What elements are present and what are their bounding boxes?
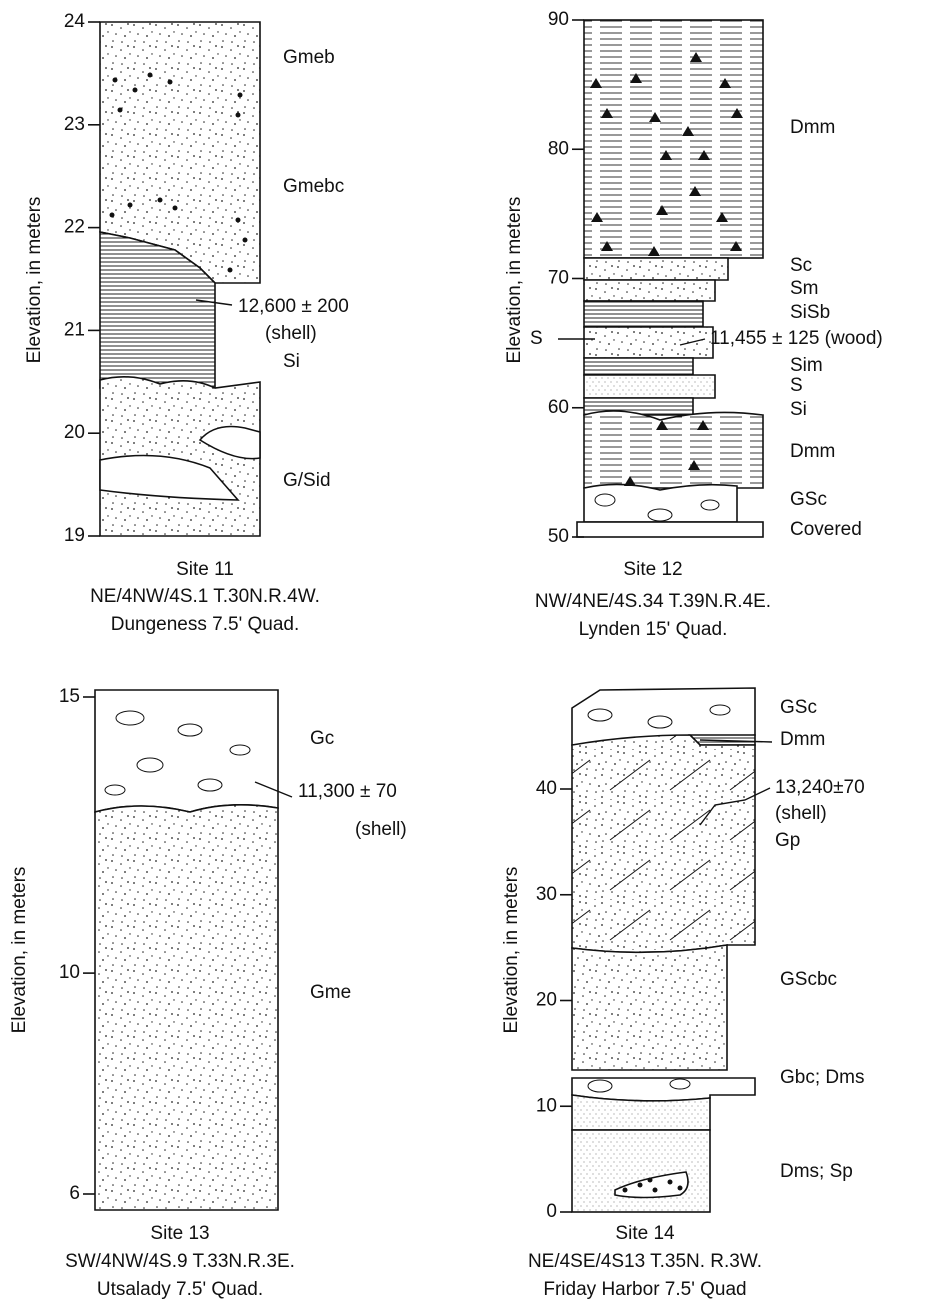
unit-label: GSc bbox=[790, 489, 827, 510]
location-label: NE/4SE/4S13 T.35N. R.3W. bbox=[528, 1251, 762, 1272]
diagram: 24 23 22 21 20 19 90 80 70 60 50 15 10 6 40 30 20 10 0 Ele… bbox=[0, 0, 938, 1301]
tick-label: 90 bbox=[548, 9, 569, 30]
unit-label: S bbox=[790, 375, 803, 396]
tick-label: 20 bbox=[536, 990, 557, 1011]
y-axis-label: Elevation, in meters bbox=[501, 867, 522, 1034]
unit-label: Covered bbox=[790, 519, 862, 540]
tick-label: 24 bbox=[64, 11, 86, 32]
location-label: SW/4NW/4S.9 T.33N.R.3E. bbox=[65, 1251, 295, 1272]
unit-label: Dmm bbox=[790, 117, 835, 138]
tick-label: 70 bbox=[548, 268, 569, 289]
date-label: 13,240±70 bbox=[775, 777, 865, 798]
quad-label: Friday Harbor 7.5' Quad bbox=[543, 1279, 746, 1300]
unit-label: Dmm bbox=[790, 441, 835, 462]
tick-label: 22 bbox=[64, 217, 85, 238]
tick-label: 40 bbox=[536, 778, 557, 799]
tick-label: 60 bbox=[548, 397, 569, 418]
quad-label: Lynden 15' Quad. bbox=[579, 619, 728, 640]
y-axis-label: Elevation, in meters bbox=[504, 197, 525, 364]
tick-label: 23 bbox=[64, 114, 85, 135]
site-label: Site 11 bbox=[176, 559, 234, 580]
date-label: 12,600 ± 200 bbox=[238, 296, 349, 317]
unit-label: Gmeb bbox=[283, 47, 335, 68]
unit-label: Gbc; Dms bbox=[780, 1067, 864, 1088]
unit-label: Dms; Sp bbox=[780, 1161, 853, 1182]
tick-label: 6 bbox=[69, 1183, 80, 1204]
tick-label: 10 bbox=[59, 962, 80, 983]
location-label: NW/4NE/4S.34 T.39N.R.4E. bbox=[535, 591, 771, 612]
site-label: Site 12 bbox=[623, 559, 682, 580]
unit-label: Gmebc bbox=[283, 176, 344, 197]
quad-label: Dungeness 7.5' Quad. bbox=[111, 614, 299, 635]
unit-label: S bbox=[530, 328, 543, 349]
unit-label: Sc bbox=[790, 255, 812, 276]
y-axis-label: Elevation, in meters bbox=[9, 867, 30, 1034]
tick-label: 80 bbox=[548, 138, 569, 159]
tick-label: 10 bbox=[536, 1095, 557, 1116]
unit-label: Sim bbox=[790, 355, 823, 376]
unit-label: Gc bbox=[310, 728, 334, 749]
tick-label: 30 bbox=[536, 884, 557, 905]
unit-label: Gme bbox=[310, 982, 351, 1003]
unit-label: GScbc bbox=[780, 969, 837, 990]
unit-label: G/Sid bbox=[283, 470, 331, 491]
date-label: (shell) bbox=[265, 323, 317, 344]
tick-label: 21 bbox=[64, 319, 85, 340]
date-label: 11,455 ± 125 (wood) bbox=[710, 328, 883, 349]
unit-label: Si bbox=[790, 399, 807, 420]
unit-label: Sm bbox=[790, 278, 819, 299]
unit-label: SiSb bbox=[790, 302, 830, 323]
unit-label: GSc bbox=[780, 697, 817, 718]
tick-label: 20 bbox=[64, 422, 85, 443]
tick-label: 0 bbox=[546, 1201, 557, 1222]
date-label: (shell) bbox=[355, 819, 407, 840]
unit-label: Si bbox=[283, 351, 300, 372]
date-label: (shell) bbox=[775, 803, 827, 824]
tick-label: 50 bbox=[548, 526, 569, 547]
unit-label: Gp bbox=[775, 830, 800, 851]
y-axis-label: Elevation, in meters bbox=[24, 197, 45, 364]
quad-label: Utsalady 7.5' Quad. bbox=[97, 1279, 263, 1300]
site-label: Site 14 bbox=[615, 1223, 675, 1244]
tick-label: 19 bbox=[64, 525, 85, 546]
tick-label: 15 bbox=[59, 686, 80, 707]
site-label: Site 13 bbox=[150, 1223, 209, 1244]
location-label: NE/4NW/4S.1 T.30N.R.4W. bbox=[90, 586, 320, 607]
date-label: 11,300 ± 70 bbox=[298, 781, 397, 802]
unit-label: Dmm bbox=[780, 729, 825, 750]
